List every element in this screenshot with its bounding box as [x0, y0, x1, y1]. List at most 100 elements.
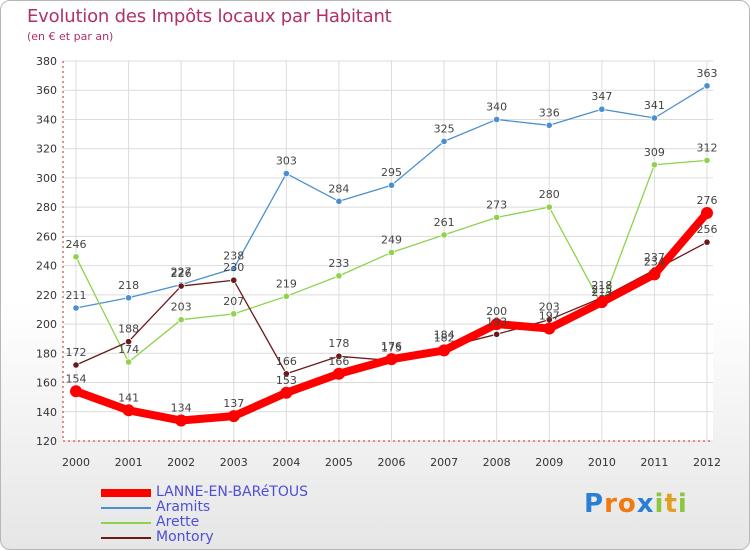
data-point-montory — [282, 370, 290, 378]
data-label-montory: 256 — [697, 223, 718, 236]
legend-label: Aramits — [156, 499, 211, 515]
plot-area — [63, 61, 713, 441]
data-label-montory: 218 — [591, 279, 612, 292]
data-point-lanne-en-bar-tous — [122, 404, 135, 417]
data-point-aramits — [124, 294, 133, 302]
data-point-arette — [335, 272, 343, 280]
y-tick-label: 220 — [36, 289, 57, 302]
data-label-aramits: 340 — [486, 100, 507, 113]
data-label-arette: 213 — [591, 286, 612, 299]
x-tick-label: 2011 — [640, 456, 668, 469]
data-label-lanne-en-bar-tous: 154 — [66, 372, 87, 385]
data-point-arette — [545, 203, 553, 211]
data-label-lanne-en-bar-tous: 153 — [276, 374, 297, 387]
data-point-arette — [230, 310, 238, 318]
data-point-aramits — [440, 137, 448, 145]
logo-letter: t — [664, 489, 678, 519]
legend-label: Arette — [156, 514, 200, 530]
logo-letter: i — [677, 489, 688, 519]
data-point-arette — [703, 156, 711, 164]
y-tick-label: 260 — [36, 230, 57, 243]
y-tick-label: 120 — [36, 435, 57, 448]
data-label-aramits: 211 — [66, 289, 87, 302]
y-tick-label: 160 — [36, 377, 57, 390]
x-tick-label: 2009 — [535, 456, 563, 469]
x-tick-label: 2001 — [115, 456, 143, 469]
data-point-aramits — [703, 82, 711, 90]
data-label-aramits: 218 — [118, 279, 139, 292]
data-label-arette: 312 — [697, 141, 718, 154]
data-label-montory: 184 — [434, 328, 455, 341]
data-point-montory — [493, 330, 501, 338]
data-point-montory — [177, 282, 185, 290]
proxiti-logo: Proxiti — [584, 489, 688, 519]
data-point-lanne-en-bar-tous — [490, 318, 503, 331]
y-tick-label: 360 — [36, 84, 57, 97]
data-label-aramits: 303 — [276, 155, 297, 168]
legend-swatch — [101, 507, 151, 509]
data-label-aramits: 325 — [434, 122, 455, 135]
data-point-arette — [177, 316, 185, 324]
legend-label: Montory — [156, 529, 214, 545]
data-label-montory: 175 — [381, 342, 402, 355]
x-tick-label: 2006 — [378, 456, 406, 469]
data-label-montory: 230 — [223, 261, 244, 274]
data-point-aramits — [72, 304, 80, 312]
legend-label: LANNE-EN-BARéTOUS — [156, 484, 309, 500]
data-label-lanne-en-bar-tous: 166 — [328, 355, 349, 368]
y-tick-label: 320 — [36, 143, 57, 156]
data-label-arette: 219 — [276, 277, 297, 290]
x-tick-label: 2008 — [483, 456, 511, 469]
data-point-arette — [650, 161, 659, 169]
data-point-arette — [124, 358, 133, 366]
data-point-lanne-en-bar-tous — [648, 268, 661, 281]
data-label-montory: 172 — [66, 346, 87, 359]
data-label-montory: 193 — [486, 315, 507, 328]
y-tick-label: 200 — [36, 318, 57, 331]
data-point-montory — [230, 276, 238, 284]
data-point-montory — [72, 361, 80, 369]
data-point-aramits — [493, 115, 501, 124]
data-label-aramits: 227 — [171, 266, 192, 279]
data-point-lanne-en-bar-tous — [70, 385, 82, 398]
y-tick-label: 380 — [36, 55, 57, 68]
data-point-aramits — [335, 197, 343, 205]
data-point-lanne-en-bar-tous — [701, 207, 713, 219]
y-tick-label: 280 — [36, 201, 57, 214]
data-point-aramits — [598, 105, 606, 113]
data-label-lanne-en-bar-tous: 182 — [434, 331, 455, 344]
data-point-arette — [387, 248, 396, 257]
data-point-aramits — [282, 169, 290, 178]
data-label-montory: 237 — [644, 251, 665, 264]
data-point-montory — [124, 338, 133, 346]
y-tick-label: 240 — [36, 260, 57, 273]
data-point-lanne-en-bar-tous — [543, 322, 556, 335]
data-point-lanne-en-bar-tous — [175, 414, 188, 427]
data-label-lanne-en-bar-tous: 197 — [539, 309, 560, 322]
data-point-montory — [703, 238, 711, 246]
data-label-arette: 174 — [118, 343, 139, 356]
data-point-arette — [440, 231, 448, 239]
logo-letter: r — [604, 489, 618, 519]
data-point-lanne-en-bar-tous — [227, 410, 240, 423]
logo-letter: x — [636, 489, 655, 519]
data-label-arette: 309 — [644, 146, 665, 159]
data-label-montory: 166 — [276, 355, 297, 368]
data-label-aramits: 238 — [223, 250, 244, 263]
legend-swatch — [101, 537, 151, 539]
data-label-aramits: 336 — [539, 106, 560, 119]
data-label-arette: 261 — [434, 216, 455, 229]
data-point-aramits — [545, 121, 553, 129]
y-tick-label: 300 — [36, 172, 57, 185]
x-tick-label: 2012 — [693, 456, 721, 469]
x-tick-label: 2002 — [167, 456, 195, 469]
data-point-lanne-en-bar-tous — [438, 344, 451, 357]
data-label-arette: 203 — [171, 301, 192, 314]
x-tick-label: 2010 — [588, 456, 616, 469]
x-tick-label: 2003 — [220, 456, 248, 469]
data-point-arette — [282, 292, 290, 300]
data-label-montory: 203 — [539, 301, 560, 314]
data-point-aramits — [230, 264, 238, 273]
